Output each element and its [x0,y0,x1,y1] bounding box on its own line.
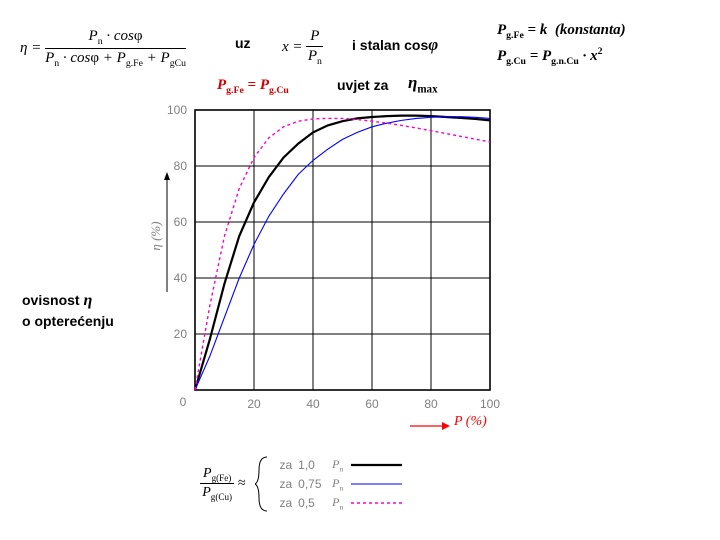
svg-text:80: 80 [424,397,438,411]
pgfe-eq-pgcu: Pg.Fe = Pg.Cu [217,77,289,96]
stalan-label: i stalan cosφ [352,35,438,55]
efficiency-chart: η (%) 20 40 60 80 100 20 40 60 80 100 0 [140,100,500,430]
legend-val: 0,5 [298,496,326,510]
legend-val: 1,0 [298,458,326,472]
eta-main-formula: η = Pn · cosφPn · cosφ + Pg.Fe + PgCu [20,28,186,69]
legend-za: za [279,458,292,472]
legend-za: za [279,496,292,510]
svg-text:40: 40 [306,397,320,411]
legend-rows: za 1,0 Pn za 0,75 Pn za 0,5 Pn [279,456,404,513]
legend-line-sample [349,498,404,508]
svg-text:40: 40 [174,271,188,285]
x-axis-label: P (%) [454,414,487,430]
pgcu-x2-formula: Pg.Cu = Pg.n.Cu · x2 [497,46,602,67]
legend-pn: Pn [332,457,343,473]
left-caption: ovisnost η o opterećenju [22,290,114,330]
x-formula: x = PPn [282,28,323,67]
svg-text:100: 100 [480,397,500,411]
svg-text:η (%): η (%) [148,221,163,250]
svg-text:0: 0 [180,395,187,409]
eta-max: ηmax [408,73,438,95]
phi-symbol: φ [428,35,438,54]
svg-text:100: 100 [167,103,187,117]
x-axis-arrow [410,421,450,431]
legend: Pg(Fe)Pg(Cu) ≈ za 1,0 Pn za 0,75 Pn za 0,5 Pn [200,455,404,513]
pgfe-k-formula: Pg.Fe = k (konstanta) [497,22,626,41]
svg-text:20: 20 [174,327,188,341]
legend-pn: Pn [332,476,343,492]
legend-row: za 0,5 Pn [279,494,404,513]
legend-line-sample [349,479,404,489]
svg-text:60: 60 [174,215,188,229]
left-caption-eta: η [83,292,92,309]
chart-container: η (%) 20 40 60 80 100 20 40 60 80 100 0 [140,100,500,430]
condition-label: uvjet za [337,77,388,93]
legend-bracket-icon [255,455,269,513]
svg-text:80: 80 [174,159,188,173]
legend-line-sample [349,460,404,470]
legend-row: za 1,0 Pn [279,456,404,475]
legend-row: za 0,75 Pn [279,475,404,494]
legend-za: za [279,477,292,491]
left-caption-l2: o opterećenju [22,313,114,329]
legend-pn: Pn [332,495,343,511]
svg-text:20: 20 [247,397,261,411]
legend-ratio: Pg(Fe)Pg(Cu) ≈ [200,466,245,502]
left-caption-l1: ovisnost [22,292,80,308]
legend-val: 0,75 [298,477,326,491]
stalan-text: i stalan cos [352,37,428,53]
uz-label: uz [235,35,251,51]
svg-text:60: 60 [365,397,379,411]
